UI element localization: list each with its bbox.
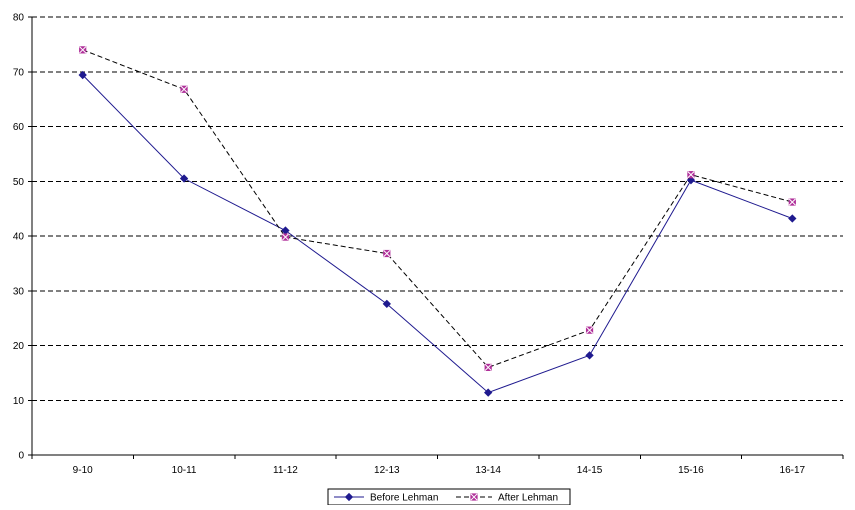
y-tick-label: 40 <box>13 232 25 243</box>
y-tick-label: 70 <box>13 67 25 78</box>
x-tick-label: 12-13 <box>374 465 400 476</box>
data-point-before-lehman <box>382 299 391 309</box>
y-tick-label: 20 <box>13 341 25 352</box>
data-point-after-lehman <box>79 46 87 54</box>
y-tick-label: 0 <box>18 451 24 462</box>
data-point-after-lehman <box>788 198 796 206</box>
x-tick-label: 11-12 <box>273 465 298 476</box>
x-tick-label: 10-11 <box>172 465 197 476</box>
series-line-before-lehman <box>82 74 793 394</box>
x-tick-label: 15-16 <box>678 465 704 476</box>
data-point-before-lehman <box>179 174 189 183</box>
legend-marker-after-lehman <box>470 493 478 501</box>
x-tick-label: 16-17 <box>780 465 806 476</box>
legend-label-before-lehman: Before Lehman <box>370 493 438 504</box>
data-point-after-lehman <box>180 85 188 93</box>
x-tick-label: 14-15 <box>577 465 603 476</box>
data-point-before-lehman <box>484 388 493 397</box>
y-tick-label: 10 <box>13 396 25 407</box>
data-point-after-lehman <box>687 171 695 179</box>
data-point-before-lehman <box>585 351 594 360</box>
data-point-after-lehman <box>484 363 492 372</box>
x-tick-label: 13-14 <box>475 465 501 476</box>
legend-marker-before-lehman <box>344 492 354 502</box>
x-tick-label: 9-10 <box>73 465 93 476</box>
data-point-after-lehman <box>383 249 391 258</box>
y-tick-label: 80 <box>13 13 25 24</box>
series-line-after-lehman <box>82 49 793 368</box>
data-point-before-lehman <box>788 214 797 223</box>
data-point-before-lehman <box>78 70 87 80</box>
y-tick-label: 30 <box>13 286 25 297</box>
y-tick-label: 60 <box>13 122 25 133</box>
y-tick-label: 50 <box>13 177 25 188</box>
data-point-after-lehman <box>585 326 594 334</box>
legend-label-after-lehman: After Lehman <box>498 493 558 504</box>
data-point-after-lehman <box>281 233 290 241</box>
